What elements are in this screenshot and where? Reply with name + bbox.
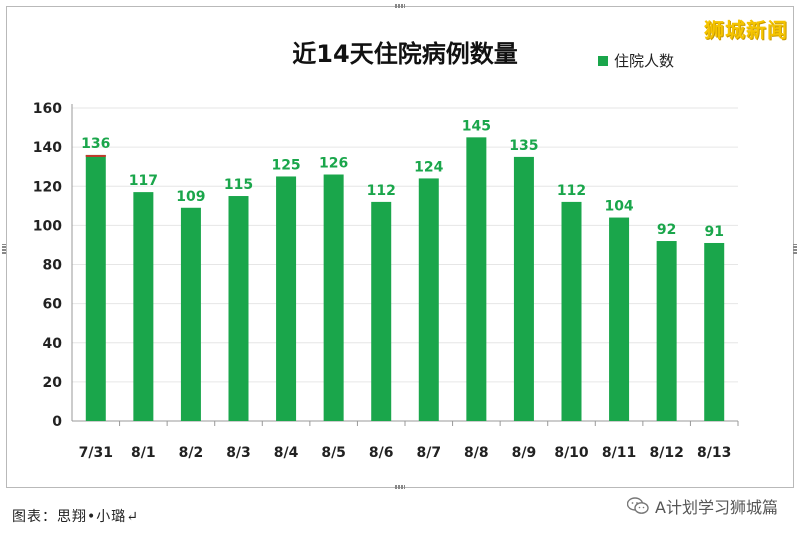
data-label: 126 <box>319 156 348 172</box>
resize-handle-bottom[interactable] <box>395 485 405 489</box>
y-tick-label: 20 <box>43 375 63 391</box>
grid-lines <box>72 107 738 383</box>
wechat-account-watermark: A计划学习狮城篇 <box>626 494 778 518</box>
data-label: 136 <box>81 136 110 152</box>
data-label: 124 <box>414 159 443 175</box>
bar[interactable] <box>418 178 439 421</box>
bar[interactable] <box>276 176 297 421</box>
data-label: 92 <box>657 222 676 238</box>
data-label: 145 <box>462 118 491 134</box>
x-tick-label: 8/4 <box>274 445 299 461</box>
data-label: 91 <box>704 224 723 240</box>
y-tick-label: 80 <box>43 258 63 274</box>
legend-swatch <box>598 56 608 66</box>
chart-title: 近14天住院病例数量 <box>292 40 517 68</box>
axes: 0 20 40 60 80 100 120 140 160 7/31 8/1 8/2 8/3 8/4 8/5… <box>33 101 739 461</box>
data-label: 112 <box>557 183 586 199</box>
x-tick-label: 8/8 <box>464 445 489 461</box>
data-label: 115 <box>224 177 253 193</box>
bar[interactable] <box>609 217 630 421</box>
y-tick-label: 60 <box>43 297 63 313</box>
x-tick-label: 8/13 <box>697 445 731 461</box>
bar-top-highlight <box>85 154 106 157</box>
bar[interactable] <box>85 154 106 421</box>
resize-handle-top[interactable] <box>395 4 405 8</box>
x-tick-label: 7/31 <box>79 445 113 461</box>
resize-handle-left[interactable] <box>2 244 6 254</box>
bar[interactable] <box>228 196 249 421</box>
x-tick-label: 8/1 <box>131 445 156 461</box>
legend-label: 住院人数 <box>614 52 674 70</box>
x-tick-label: 8/2 <box>179 445 204 461</box>
bars <box>85 137 725 421</box>
watermark-logo-text: 狮城新闻 <box>704 18 788 42</box>
x-tick-label: 8/7 <box>416 445 441 461</box>
data-label: 112 <box>367 183 396 199</box>
resize-handle-right[interactable] <box>793 244 797 254</box>
x-tick-label: 8/10 <box>554 445 589 461</box>
chart-caption: 图表：思翔•小璐↵ <box>12 509 139 525</box>
wechat-account-name: A计划学习狮城篇 <box>655 498 778 517</box>
data-label: 117 <box>129 173 158 189</box>
bar[interactable] <box>466 137 487 421</box>
x-tick-label: 8/6 <box>369 445 394 461</box>
x-tick-label: 8/9 <box>512 445 537 461</box>
wechat-icon <box>626 497 649 515</box>
data-label: 109 <box>176 189 205 205</box>
y-tick-label: 40 <box>43 336 63 352</box>
bar[interactable] <box>704 242 725 421</box>
bar[interactable] <box>323 174 344 421</box>
y-tick-label: 140 <box>33 140 62 156</box>
data-label: 125 <box>271 157 300 173</box>
data-labels: 136 117 109 115 125 126 112 124 145 135 112 104 92 91 <box>81 118 724 240</box>
x-tick-label: 8/5 <box>321 445 346 461</box>
bar[interactable] <box>656 241 677 421</box>
bar[interactable] <box>513 156 534 421</box>
data-label: 135 <box>509 138 538 154</box>
bar[interactable] <box>180 207 201 421</box>
bar[interactable] <box>561 201 582 421</box>
bar[interactable] <box>371 201 392 421</box>
data-label: 104 <box>604 199 633 215</box>
bar[interactable] <box>133 192 154 421</box>
x-tick-label: 8/3 <box>226 445 251 461</box>
x-tick-label: 8/12 <box>649 445 683 461</box>
y-tick-label: 160 <box>33 101 62 117</box>
bar-chart: 近14天住院病例数量 住院人数 0 20 40 60 80 100 120 140 160 7/3… <box>33 40 739 461</box>
y-tick-label: 0 <box>52 414 62 430</box>
y-tick-label: 120 <box>33 179 62 195</box>
y-tick-label: 100 <box>33 218 62 234</box>
x-tick-label: 8/11 <box>602 445 636 461</box>
